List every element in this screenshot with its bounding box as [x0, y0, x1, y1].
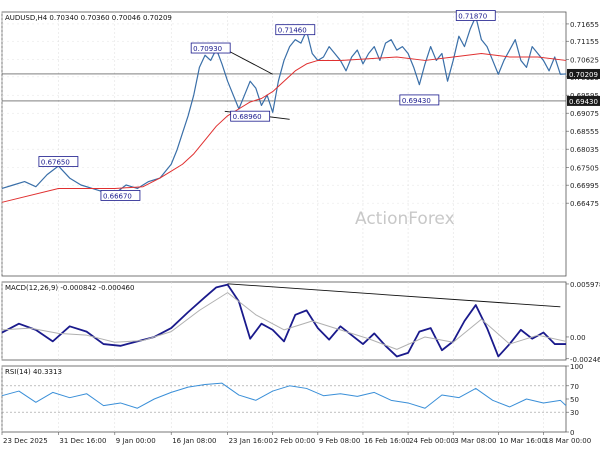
- ytick-label-macd-0: 0.005978: [570, 281, 600, 289]
- ytick-label-price-8: 0.67505: [570, 165, 599, 173]
- xtick-label-11: 18 Mar 00:00: [544, 437, 591, 445]
- xtick-label-7: 16 Feb 16:00: [364, 437, 410, 445]
- ytick-label-rsi-0: 100: [570, 363, 583, 371]
- ytick-label-price-0: 0.71655: [570, 21, 599, 29]
- panel-title-macd: MACD(12,26,9) -0.000842 -0.000460: [5, 284, 134, 292]
- panel-frame-price: [2, 12, 566, 276]
- ytick-label-price-7: 0.68035: [570, 146, 599, 154]
- ytick-label-price-1: 0.71155: [570, 38, 599, 46]
- ytick-label-price-9: 0.66995: [570, 182, 599, 190]
- xtick-label-0: 23 Dec 2025: [3, 437, 48, 445]
- annotation-label-0: 0.67650: [41, 159, 70, 167]
- annotation-label-5: 0.69430: [402, 97, 431, 105]
- ytick-label-rsi-1: 70: [570, 383, 579, 391]
- xtick-label-1: 31 Dec 16:00: [59, 437, 106, 445]
- annotation-label-2: 0.70930: [193, 45, 222, 53]
- panel-frame-macd: [2, 282, 566, 360]
- ytick-label-price-5: 0.69075: [570, 110, 599, 118]
- panel-title-price: AUDUSD,H4 0.70340 0.70360 0.70046 0.7020…: [5, 14, 172, 22]
- xtick-label-4: 23 Jan 16:00: [229, 437, 273, 445]
- xtick-label-6: 9 Feb 08:00: [319, 437, 360, 445]
- ytick-label-rsi-3: 30: [570, 409, 579, 417]
- annotation-label-3: 0.68960: [233, 113, 262, 121]
- ytick-label-rsi-2: 50: [570, 396, 579, 404]
- xtick-label-5: 2 Feb 00:00: [274, 437, 315, 445]
- ytick-label-macd-1: 0.00: [570, 334, 586, 342]
- xtick-label-2: 9 Jan 00:00: [116, 437, 156, 445]
- panel-frame-rsi: [2, 366, 566, 432]
- watermark-text: ActionForex: [355, 209, 455, 229]
- xtick-label-8: 24 Feb 00:00: [409, 437, 455, 445]
- annotation-label-6: 0.71870: [458, 12, 487, 20]
- annotation-label-1: 0.66670: [103, 192, 132, 200]
- annotation-label-4: 0.71460: [278, 27, 307, 35]
- xtick-label-9: 3 Mar 08:00: [454, 437, 496, 445]
- xtick-label-3: 16 Jan 08:00: [172, 437, 216, 445]
- panel-title-rsi: RSI(14) 40.3313: [5, 368, 62, 376]
- ytick-label-price-2: 0.70625: [570, 57, 599, 65]
- ytick-label-price-6: 0.68555: [570, 128, 599, 136]
- ytick-label-rsi-4: 0: [570, 429, 574, 437]
- ytick-label-price-10: 0.66475: [570, 200, 599, 208]
- price-tag-label-1: 0.69430: [569, 98, 598, 106]
- price-tag-label-0: 0.70209: [569, 71, 598, 79]
- xtick-label-10: 10 Mar 16:00: [499, 437, 546, 445]
